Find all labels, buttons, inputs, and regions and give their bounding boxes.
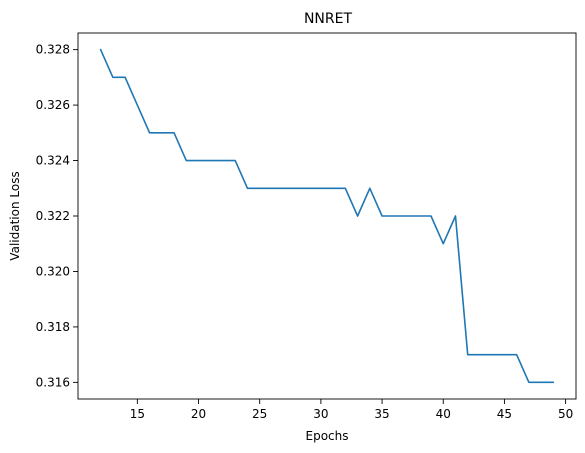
y-tick-label: 0.318 — [36, 320, 70, 334]
plot-frame — [77, 32, 577, 400]
x-tick-label: 35 — [374, 407, 389, 421]
x-tick-label: 50 — [558, 407, 573, 421]
x-tick-label: 20 — [191, 407, 206, 421]
y-axis-label: Validation Loss — [8, 171, 22, 260]
x-axis: 15 20 25 30 35 40 45 50 — [130, 399, 573, 421]
y-tick-label: 0.322 — [36, 209, 70, 223]
x-tick-label: 25 — [252, 407, 267, 421]
y-tick-label: 0.328 — [36, 43, 70, 57]
x-tick-label: 30 — [313, 407, 328, 421]
y-tick-label: 0.326 — [36, 98, 70, 112]
x-axis-label: Epochs — [306, 429, 349, 443]
chart-title: NNRET — [304, 11, 353, 27]
x-tick-label: 15 — [130, 407, 145, 421]
series-line-0 — [99, 48, 555, 384]
x-tick-label: 45 — [497, 407, 512, 421]
plot-area — [99, 48, 555, 384]
y-tick-label: 0.320 — [36, 264, 70, 278]
y-tick-label: 0.316 — [36, 375, 70, 389]
y-axis: 0.316 0.318 0.320 0.322 0.324 0.326 0.328 — [36, 43, 78, 389]
x-tick-label: 40 — [436, 407, 451, 421]
y-tick-label: 0.324 — [36, 154, 70, 168]
